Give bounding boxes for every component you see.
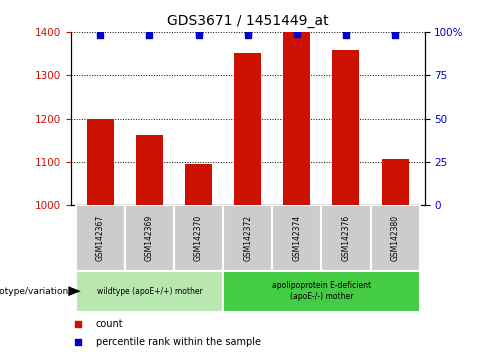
Bar — [76, 271, 223, 312]
Bar — [76, 205, 125, 271]
Text: wildtype (apoE+/+) mother: wildtype (apoE+/+) mother — [97, 287, 202, 296]
Text: GSM142367: GSM142367 — [96, 215, 105, 261]
Polygon shape — [68, 286, 81, 296]
Bar — [223, 271, 420, 312]
Bar — [125, 205, 174, 271]
Text: GSM142376: GSM142376 — [342, 215, 350, 261]
Bar — [382, 159, 408, 205]
Text: GSM142374: GSM142374 — [292, 215, 301, 261]
Bar — [174, 205, 223, 271]
Bar — [223, 205, 272, 271]
Point — [293, 31, 301, 36]
Point — [342, 33, 350, 38]
Bar — [87, 119, 114, 205]
Text: genotype/variation: genotype/variation — [0, 287, 68, 296]
Bar — [370, 205, 420, 271]
Title: GDS3671 / 1451449_at: GDS3671 / 1451449_at — [167, 14, 328, 28]
Text: count: count — [96, 319, 123, 329]
Text: percentile rank within the sample: percentile rank within the sample — [96, 337, 261, 347]
Text: GSM142372: GSM142372 — [243, 215, 252, 261]
Text: GSM142370: GSM142370 — [194, 215, 203, 261]
Point — [195, 33, 203, 38]
Point — [244, 33, 252, 38]
Text: GSM142369: GSM142369 — [145, 215, 154, 261]
Bar — [185, 164, 212, 205]
Point — [74, 339, 81, 344]
Text: GSM142380: GSM142380 — [390, 215, 400, 261]
Bar — [284, 32, 310, 205]
Text: apolipoprotein E-deficient
(apoE-/-) mother: apolipoprotein E-deficient (apoE-/-) mot… — [272, 281, 371, 301]
Bar — [234, 53, 261, 205]
Bar — [136, 135, 163, 205]
Bar — [332, 50, 360, 205]
Bar — [322, 205, 370, 271]
Point — [391, 33, 399, 38]
Point — [96, 33, 104, 38]
Bar — [272, 205, 322, 271]
Point — [74, 321, 81, 327]
Point — [145, 33, 153, 38]
